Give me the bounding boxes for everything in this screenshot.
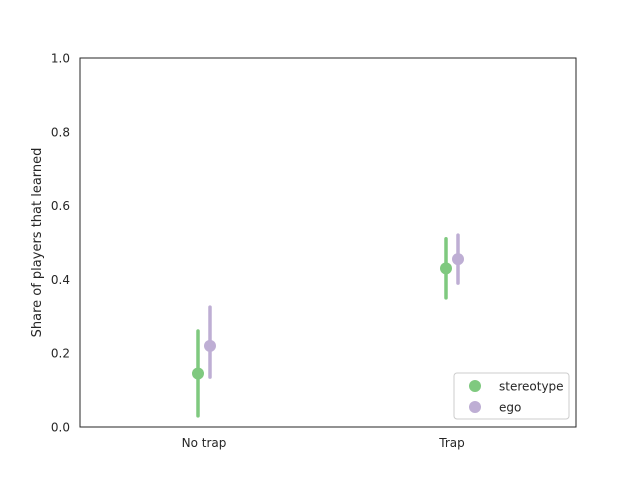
legend-frame — [453, 372, 570, 420]
legend-marker — [469, 401, 481, 413]
y-axis-label: Share of players that learned — [30, 148, 45, 338]
y-tick-label: 0.2 — [51, 347, 70, 361]
x-tick-label: Trap — [438, 436, 464, 450]
legend-marker — [469, 380, 481, 392]
data-point — [204, 339, 216, 352]
plot-area — [79, 57, 577, 428]
legend: stereotype ego — [453, 372, 570, 420]
data-marks — [192, 233, 464, 418]
data-point — [440, 262, 452, 275]
data-point — [192, 367, 204, 380]
y-axis-ticks: 0.0 0.2 0.4 0.6 0.8 1.0 — [51, 52, 70, 435]
data-point — [452, 253, 464, 266]
x-axis-ticks: No trap Trap — [182, 436, 465, 450]
x-tick-label: No trap — [182, 436, 227, 450]
y-tick-label: 0.8 — [51, 125, 70, 139]
legend-label: ego — [499, 401, 521, 415]
y-tick-label: 0.6 — [51, 199, 70, 213]
y-tick-label: 0.0 — [51, 421, 70, 435]
y-tick-label: 0.4 — [51, 273, 70, 287]
y-tick-label: 1.0 — [51, 52, 70, 66]
legend-label: stereotype — [499, 380, 564, 394]
